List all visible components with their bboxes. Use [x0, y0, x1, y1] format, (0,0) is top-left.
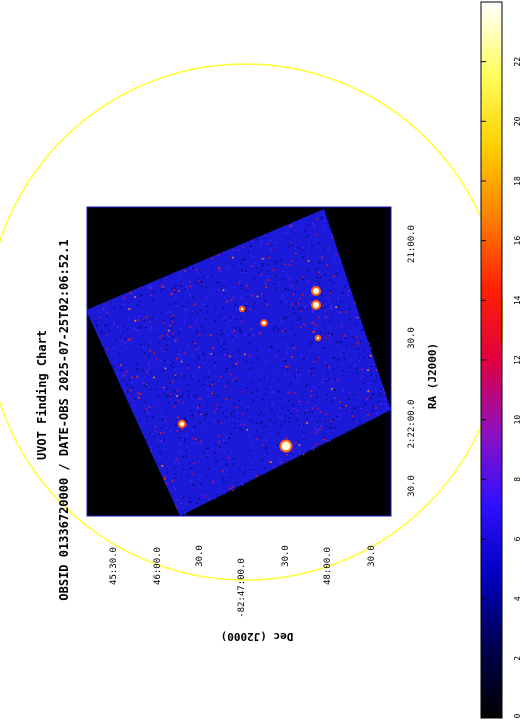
colorbar-tick-label: 10 — [513, 415, 522, 425]
ra-tick: 30.0 — [407, 475, 417, 497]
colorbar-tick-label: 6 — [513, 536, 522, 541]
dec-tick: 45:30.0 — [109, 547, 119, 585]
ra-tick: 2:22:00.0 — [407, 400, 417, 449]
ra-axis-label: RA (J2000) — [426, 343, 439, 409]
dec-axis-label: Dec (J2000) — [221, 630, 294, 643]
colorbar-tick-label: 4 — [513, 596, 522, 601]
source-core — [281, 441, 291, 451]
dec-tick: 46:00.0 — [153, 547, 163, 585]
colorbar-ticks: 0 2 4 6 8 10 12 14 16 18 20 22 — [481, 57, 522, 719]
source-core — [179, 421, 185, 427]
dec-tick: 48:00.0 — [323, 547, 333, 585]
colorbar-tick-label: 16 — [513, 236, 522, 246]
ra-tick: 21:00.0 — [407, 225, 417, 263]
colorbar-tick-label: 12 — [513, 355, 522, 365]
colorbar-tick-label: 0 — [513, 713, 522, 718]
colorbar-tick-label: 8 — [513, 477, 522, 482]
source-core — [316, 336, 320, 340]
noise-layer — [95, 214, 388, 515]
exposure-field — [87, 209, 391, 516]
colorbar-tick-label: 22 — [513, 57, 522, 67]
ra-tick: 30.0 — [407, 327, 417, 349]
source-core — [313, 288, 319, 294]
image-panel — [86, 206, 392, 517]
colorbar-tick-label: 14 — [513, 295, 522, 305]
image-frame — [86, 206, 392, 517]
sources — [177, 286, 322, 453]
chart-title: UVOT Finding Chart — [35, 330, 49, 460]
source-core — [240, 307, 244, 311]
colorbar-tick-label: 18 — [513, 176, 522, 186]
dec-tick: 30.0 — [367, 545, 377, 567]
dec-tick: 30.0 — [195, 545, 205, 567]
chart-subtitle: OBSID 01336720000 / DATE-OBS 2025-07-25T… — [57, 239, 71, 600]
colorbar-tick-label: 20 — [513, 116, 522, 126]
source-core — [262, 321, 266, 325]
dec-tick: 30.0 — [281, 545, 291, 567]
region-circle — [0, 63, 504, 581]
colorbar: 0 2 4 6 8 10 12 14 16 18 20 22 — [480, 1, 522, 719]
source-core — [313, 302, 319, 308]
dec-tick: -82:47:00.0 — [237, 558, 247, 618]
colorbar-tick-label: 2 — [513, 656, 522, 661]
